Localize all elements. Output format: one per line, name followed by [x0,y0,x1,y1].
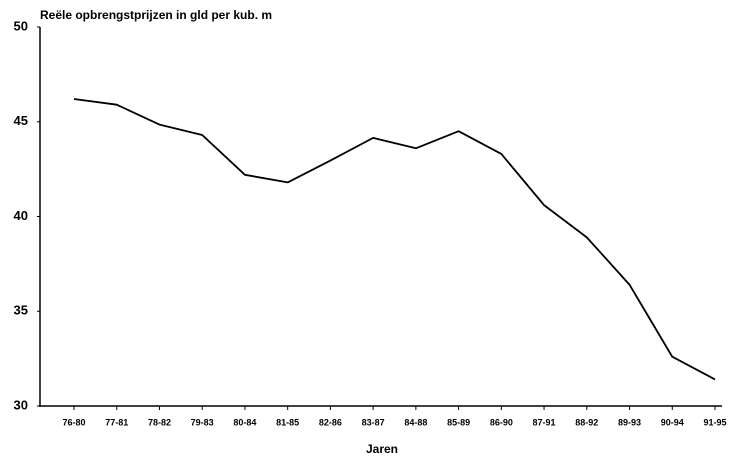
x-tick-label: 81-85 [276,417,299,427]
y-tick-label: 40 [14,208,28,223]
x-tick-label: 84-88 [404,417,427,427]
x-tick-label: 83-87 [362,417,385,427]
data-line [73,98,716,381]
x-tick-label: 79-83 [191,417,214,427]
y-tick-label: 45 [14,113,28,128]
x-tick-label: 90-94 [661,417,684,427]
y-tick-label: 35 [14,303,28,318]
x-tick-label: 77-81 [105,417,128,427]
chart-title: Reële opbrengstprijzen in gld per kub. m [40,8,272,22]
x-tick-label: 87-91 [533,417,556,427]
x-tick-label: 89-93 [618,417,641,427]
x-tick-label: 91-95 [703,417,726,427]
x-tick-label: 80-84 [233,417,256,427]
x-tick-label: 86-90 [490,417,513,427]
x-tick-label: 82-86 [319,417,342,427]
x-tick-label: 76-80 [62,417,85,427]
x-tick-label: 85-89 [447,417,470,427]
x-tick-label: 78-82 [148,417,171,427]
x-axis-label: Jaren [366,442,398,456]
x-tick-label: 88-92 [575,417,598,427]
y-tick-label: 30 [14,397,28,412]
y-tick-label: 50 [14,18,28,33]
